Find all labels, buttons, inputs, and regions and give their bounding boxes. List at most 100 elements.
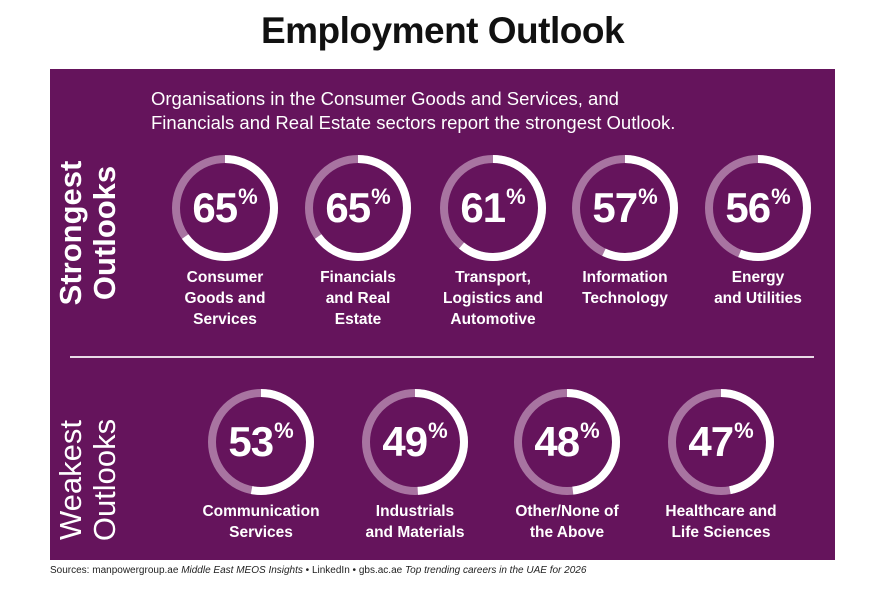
progress-ring xyxy=(703,153,813,263)
sector-label: Industrials and Materials xyxy=(340,501,490,543)
subtitle: Organisations in the Consumer Goods and … xyxy=(151,87,791,135)
sources-title: Top trending careers in the UAE for 2026 xyxy=(404,565,587,576)
sources-text: • LinkedIn • gbs.ac.ae xyxy=(302,565,405,576)
sector-label-line: the Above xyxy=(529,524,605,541)
progress-ring xyxy=(512,387,622,497)
progress-ring xyxy=(360,387,470,497)
progress-ring-svg xyxy=(305,155,411,261)
ring-arc xyxy=(172,155,278,261)
sources-text: Sources: manpowergroup.ae xyxy=(50,565,182,576)
sector-label-line: Services xyxy=(193,311,257,328)
sector-label-line: Healthcare and xyxy=(665,503,777,520)
percentage-number: 61 xyxy=(460,184,506,231)
percentage-number: 57 xyxy=(592,184,638,231)
sector-label-line: Services xyxy=(229,524,293,541)
ring-arc xyxy=(440,155,546,261)
sector-label-line: Industrials xyxy=(375,503,455,520)
progress-ring-svg xyxy=(208,389,314,495)
sector-label: Energy and Utilities xyxy=(683,267,833,309)
percentage-value: 49% xyxy=(360,387,470,497)
ring-arc xyxy=(514,389,620,495)
subtitle-line: Organisations in the Consumer Goods and … xyxy=(151,88,619,109)
sector-label-line: Automotive xyxy=(450,311,536,328)
percentage-number: 53 xyxy=(228,418,274,465)
sector-label-line: Logistics and xyxy=(443,290,543,307)
sector-label: Financials and Real Estate xyxy=(283,267,433,330)
progress-ring-svg xyxy=(440,155,546,261)
page-title: Employment Outlook xyxy=(260,10,625,51)
percentage-value: 65% xyxy=(170,153,280,263)
percentage-number: 47 xyxy=(688,418,734,465)
percentage-number: 65 xyxy=(192,184,238,231)
sector-label-line: Information xyxy=(582,269,668,286)
progress-ring-svg xyxy=(705,155,811,261)
sector-label: Information Technology xyxy=(550,267,700,309)
progress-ring xyxy=(170,153,280,263)
outlook-panel: Organisations in the Consumer Goods and … xyxy=(50,69,835,560)
ring-arc xyxy=(572,155,678,261)
percentage-number: 65 xyxy=(325,184,371,231)
percentage-sign: % xyxy=(371,184,391,209)
sector-label: Transport, Logistics and Automotive xyxy=(418,267,568,330)
percentage-value: 48% xyxy=(512,387,622,497)
sector-label: Consumer Goods and Services xyxy=(150,267,300,330)
percentage-sign: % xyxy=(771,184,791,209)
sector-label-line: and Materials xyxy=(365,524,465,541)
ring-arc xyxy=(208,389,314,495)
percentage-sign: % xyxy=(238,184,258,209)
progress-ring-svg xyxy=(514,389,620,495)
side-heading-line: Outlooks xyxy=(87,165,122,301)
sector-label-line: and Utilities xyxy=(714,290,802,307)
sources-title: Middle East MEOS Insights xyxy=(181,565,303,576)
side-heading-line: Outlooks xyxy=(87,418,122,542)
percentage-value: 47% xyxy=(666,387,776,497)
progress-ring-svg xyxy=(362,389,468,495)
weakest-outlooks-heading: Weakest Outlooks xyxy=(53,400,126,560)
sector-label-line: Communication xyxy=(202,503,320,520)
sector-label-line: Consumer xyxy=(186,269,264,286)
sector-label-line: Life Sciences xyxy=(671,524,771,541)
sector-label-line: Other/None of xyxy=(515,503,619,520)
percentage-value: 65% xyxy=(303,153,413,263)
sector-label-line: and Real xyxy=(325,290,391,307)
progress-ring-svg xyxy=(668,389,774,495)
sources-footnote: Sources: manpowergroup.ae Middle East ME… xyxy=(50,565,850,576)
section-divider xyxy=(70,356,814,358)
strongest-outlooks-heading: Strongest Outlooks xyxy=(53,153,126,313)
sector-label-line: Goods and xyxy=(184,290,266,307)
percentage-sign: % xyxy=(734,418,754,443)
sector-label: Other/None of the Above xyxy=(492,501,642,543)
progress-ring xyxy=(666,387,776,497)
progress-ring xyxy=(206,387,316,497)
progress-ring-svg xyxy=(572,155,678,261)
percentage-sign: % xyxy=(506,184,526,209)
subtitle-line: Financials and Real Estate sectors repor… xyxy=(151,112,676,133)
percentage-value: 56% xyxy=(703,153,813,263)
progress-ring xyxy=(303,153,413,263)
progress-ring xyxy=(570,153,680,263)
progress-ring xyxy=(438,153,548,263)
sector-label-line: Technology xyxy=(582,290,668,307)
ring-arc xyxy=(668,389,774,495)
percentage-sign: % xyxy=(428,418,448,443)
side-heading-line: Strongest xyxy=(53,160,88,306)
sector-label: Communication Services xyxy=(186,501,336,543)
percentage-sign: % xyxy=(274,418,294,443)
sector-label-line: Energy xyxy=(731,269,785,286)
side-heading-line: Weakest xyxy=(53,419,88,541)
sector-label-line: Financials xyxy=(320,269,396,286)
percentage-sign: % xyxy=(580,418,600,443)
percentage-value: 61% xyxy=(438,153,548,263)
percentage-number: 49 xyxy=(382,418,428,465)
percentage-number: 48 xyxy=(534,418,580,465)
sector-label: Healthcare and Life Sciences xyxy=(646,501,796,543)
ring-arc xyxy=(305,155,411,261)
percentage-number: 56 xyxy=(725,184,771,231)
sector-label-line: Estate xyxy=(334,311,382,328)
percentage-sign: % xyxy=(638,184,658,209)
percentage-value: 53% xyxy=(206,387,316,497)
progress-ring-svg xyxy=(172,155,278,261)
sector-label-line: Transport, xyxy=(455,269,531,286)
percentage-value: 57% xyxy=(570,153,680,263)
ring-arc xyxy=(362,389,468,495)
